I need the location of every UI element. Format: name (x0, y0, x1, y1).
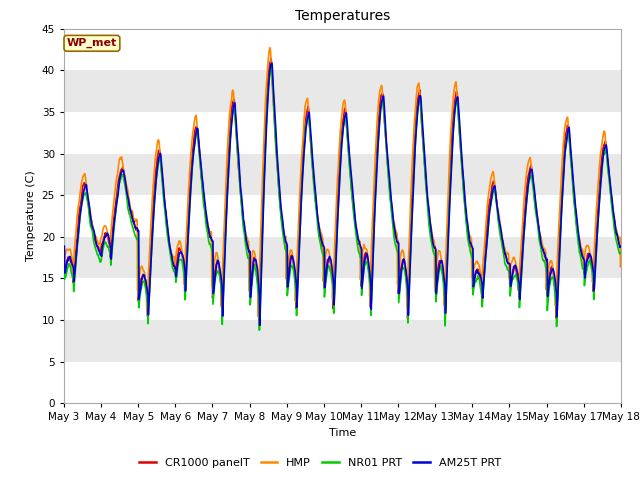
Y-axis label: Temperature (C): Temperature (C) (26, 170, 36, 262)
Text: WP_met: WP_met (67, 38, 117, 48)
Bar (64, 29, 621, 71)
Bar (64, 195, 621, 237)
Legend: CR1000 panelT, HMP, NR01 PRT, AM25T PRT: CR1000 panelT, HMP, NR01 PRT, AM25T PRT (135, 453, 505, 472)
Bar (64, 112, 621, 154)
Bar (64, 278, 621, 320)
X-axis label: Time: Time (329, 428, 356, 438)
Title: Temperatures: Temperatures (295, 10, 390, 24)
Bar (64, 361, 621, 403)
